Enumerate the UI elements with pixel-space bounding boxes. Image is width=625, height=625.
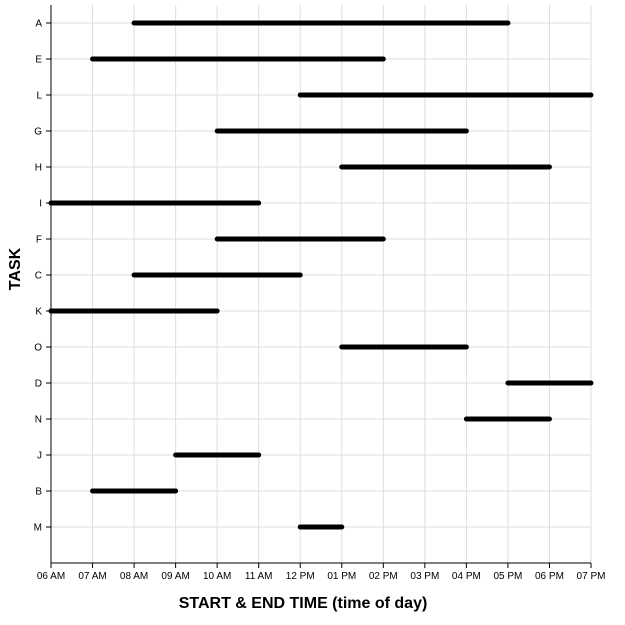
y-tick-label: K	[35, 307, 42, 318]
bar-layer	[48, 20, 594, 530]
y-tick-label: O	[34, 343, 42, 354]
x-tick-label: 01 PM	[327, 571, 356, 582]
y-tick-label: I	[39, 199, 42, 210]
x-axis-title: START & END TIME (time of day)	[179, 595, 428, 612]
y-tick-label: C	[35, 271, 42, 282]
grid-layer	[50, 5, 592, 563]
x-tick-label: 11 AM	[245, 571, 273, 582]
label-layer: 06 AM 07 AM 08 AM 09 AM 10 AM 11 AM 12 PM 01 PM…	[34, 19, 606, 583]
y-tick-label: G	[34, 127, 42, 138]
x-tick-label: 03 PM	[410, 571, 439, 582]
y-tick-label: D	[35, 379, 42, 390]
x-tick-label: 10 AM	[203, 571, 231, 582]
x-tick-label: 05 PM	[493, 571, 522, 582]
y-tick-label: E	[35, 55, 42, 66]
x-tick-label: 08 AM	[120, 571, 148, 582]
x-tick-label: 02 PM	[369, 571, 398, 582]
x-tick-label: 06 AM	[37, 571, 65, 582]
y-tick-label: F	[36, 235, 42, 246]
y-tick-label: N	[35, 415, 42, 426]
axis-layer	[46, 5, 592, 568]
x-tick-label: 04 PM	[452, 571, 481, 582]
x-tick-label: 12 PM	[286, 571, 315, 582]
x-tick-label: 09 AM	[161, 571, 189, 582]
y-tick-label: H	[35, 163, 42, 174]
x-tick-label: 07 PM	[577, 571, 606, 582]
x-tick-label: 06 PM	[535, 571, 564, 582]
y-tick-label: J	[37, 451, 42, 462]
y-tick-label: B	[35, 487, 42, 498]
y-tick-label: L	[36, 91, 42, 102]
y-axis-title: TASK	[7, 247, 24, 290]
y-tick-label: A	[35, 19, 42, 30]
y-tick-label: M	[34, 523, 42, 534]
x-tick-label: 07 AM	[78, 571, 106, 582]
